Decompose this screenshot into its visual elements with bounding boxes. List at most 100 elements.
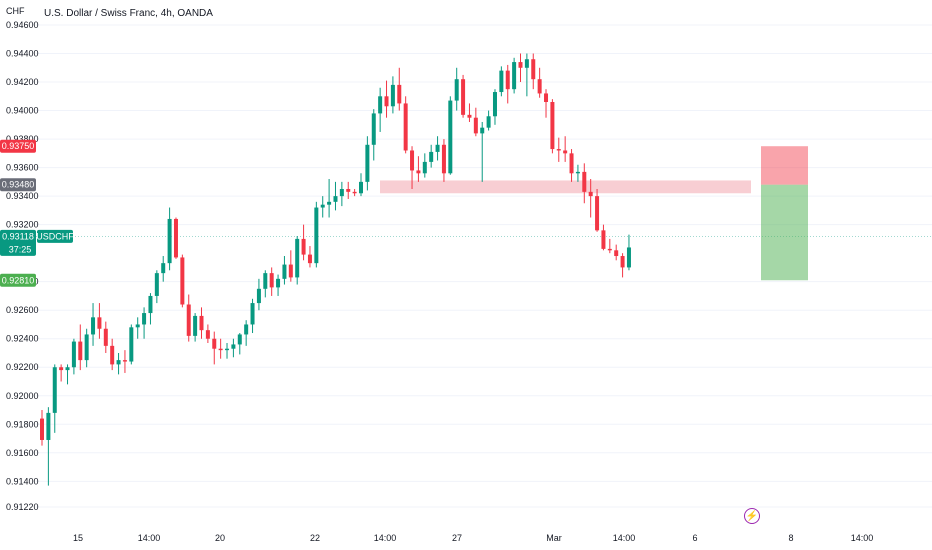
candle-body[interactable] — [563, 150, 568, 154]
candle-body[interactable] — [231, 344, 236, 349]
candle-body[interactable] — [403, 103, 408, 151]
candle-body[interactable] — [441, 144, 446, 174]
candle-body[interactable] — [205, 330, 210, 339]
stop-loss-zone[interactable] — [761, 146, 808, 185]
candle-body[interactable] — [550, 102, 555, 150]
candle-body[interactable] — [620, 256, 625, 268]
candle-body[interactable] — [314, 207, 319, 264]
candle-body[interactable] — [569, 153, 574, 174]
candle-body[interactable] — [301, 238, 306, 255]
candle-body[interactable] — [531, 59, 536, 80]
candle-body[interactable] — [142, 313, 147, 325]
candle-body[interactable] — [225, 348, 230, 351]
candle-body[interactable] — [288, 264, 293, 278]
candle-body[interactable] — [492, 92, 497, 117]
candle-body[interactable] — [339, 188, 344, 197]
candle-body[interactable] — [601, 230, 606, 249]
candle-body[interactable] — [97, 317, 102, 329]
candle-body[interactable] — [582, 171, 587, 192]
candle-body[interactable] — [435, 144, 440, 152]
take-profit-zone[interactable] — [761, 184, 808, 281]
candle-body[interactable] — [397, 84, 402, 104]
y-tick-label: 0.93800 — [6, 134, 39, 144]
candle-body[interactable] — [250, 303, 255, 325]
candle-body[interactable] — [365, 144, 370, 182]
candle-body[interactable] — [595, 196, 600, 231]
candle-body[interactable] — [46, 412, 51, 440]
candle-body[interactable] — [193, 315, 198, 336]
candle-body[interactable] — [390, 84, 395, 107]
candle-body[interactable] — [461, 79, 466, 115]
candle-body[interactable] — [110, 345, 115, 365]
candle-body[interactable] — [556, 149, 561, 151]
candle-body[interactable] — [486, 116, 491, 128]
candle-body[interactable] — [588, 191, 593, 197]
lightning-icon[interactable]: ⚡ — [744, 508, 760, 524]
candle-body[interactable] — [346, 188, 351, 192]
candle-body[interactable] — [154, 273, 159, 296]
candle-body[interactable] — [422, 161, 427, 174]
candle-body[interactable] — [524, 59, 529, 68]
candle-body[interactable] — [263, 273, 268, 289]
candle-body[interactable] — [512, 62, 517, 90]
candle-body[interactable] — [473, 117, 478, 134]
candle-body[interactable] — [416, 170, 421, 174]
candle-body[interactable] — [167, 218, 172, 264]
candle-body[interactable] — [410, 150, 415, 171]
candle-body[interactable] — [276, 278, 281, 288]
candle-body[interactable] — [212, 338, 217, 349]
candle-body[interactable] — [52, 367, 57, 413]
candle-body[interactable] — [499, 70, 504, 93]
candle-body[interactable] — [71, 341, 76, 368]
candle-body[interactable] — [614, 250, 619, 257]
candle-body[interactable] — [129, 327, 134, 362]
candle-body[interactable] — [269, 273, 274, 288]
candle-body[interactable] — [65, 367, 70, 371]
candle-body[interactable] — [384, 96, 389, 107]
candle-body[interactable] — [295, 238, 300, 278]
candle-body[interactable] — [244, 324, 249, 335]
candle-body[interactable] — [122, 360, 127, 362]
candle-body[interactable] — [626, 247, 631, 268]
candle-body[interactable] — [186, 304, 191, 336]
candle-body[interactable] — [135, 324, 140, 328]
candle-body[interactable] — [429, 151, 434, 162]
candle-body[interactable] — [199, 315, 204, 331]
candle-body[interactable] — [237, 334, 242, 345]
candle-body[interactable] — [256, 288, 261, 304]
candle-body[interactable] — [282, 264, 287, 279]
candle-body[interactable] — [480, 127, 485, 134]
candle-body[interactable] — [537, 79, 542, 94]
candle-body[interactable] — [103, 328, 108, 346]
candle-body[interactable] — [359, 181, 363, 194]
candle-body[interactable] — [40, 418, 44, 440]
candle-body[interactable] — [148, 295, 153, 314]
candle-body[interactable] — [91, 317, 96, 335]
candle-body[interactable] — [544, 93, 549, 103]
candle-body[interactable] — [327, 201, 332, 205]
current-price-tag: 0.93118 — [2, 231, 34, 241]
candle-body[interactable] — [320, 204, 325, 208]
candle-body[interactable] — [454, 79, 459, 101]
candle-body[interactable] — [180, 257, 185, 305]
candle-body[interactable] — [575, 171, 580, 174]
candle-body[interactable] — [371, 113, 376, 145]
candle-body[interactable] — [116, 360, 121, 365]
candle-body[interactable] — [378, 96, 383, 114]
candle-body[interactable] — [84, 334, 89, 361]
candle-body[interactable] — [59, 367, 64, 371]
candle-body[interactable] — [78, 341, 83, 361]
candle-body[interactable] — [518, 62, 523, 68]
candle-body[interactable] — [218, 348, 223, 351]
candle-body[interactable] — [467, 114, 472, 118]
candle-body[interactable] — [307, 254, 312, 264]
candle-body[interactable] — [448, 100, 453, 174]
candle-body[interactable] — [161, 263, 166, 274]
candle-body[interactable] — [505, 70, 510, 90]
candle-body[interactable] — [173, 218, 178, 258]
resistance-zone[interactable] — [380, 180, 751, 194]
candle-body[interactable] — [607, 248, 612, 251]
candle-body[interactable] — [352, 191, 357, 194]
candle-body[interactable] — [333, 196, 338, 202]
